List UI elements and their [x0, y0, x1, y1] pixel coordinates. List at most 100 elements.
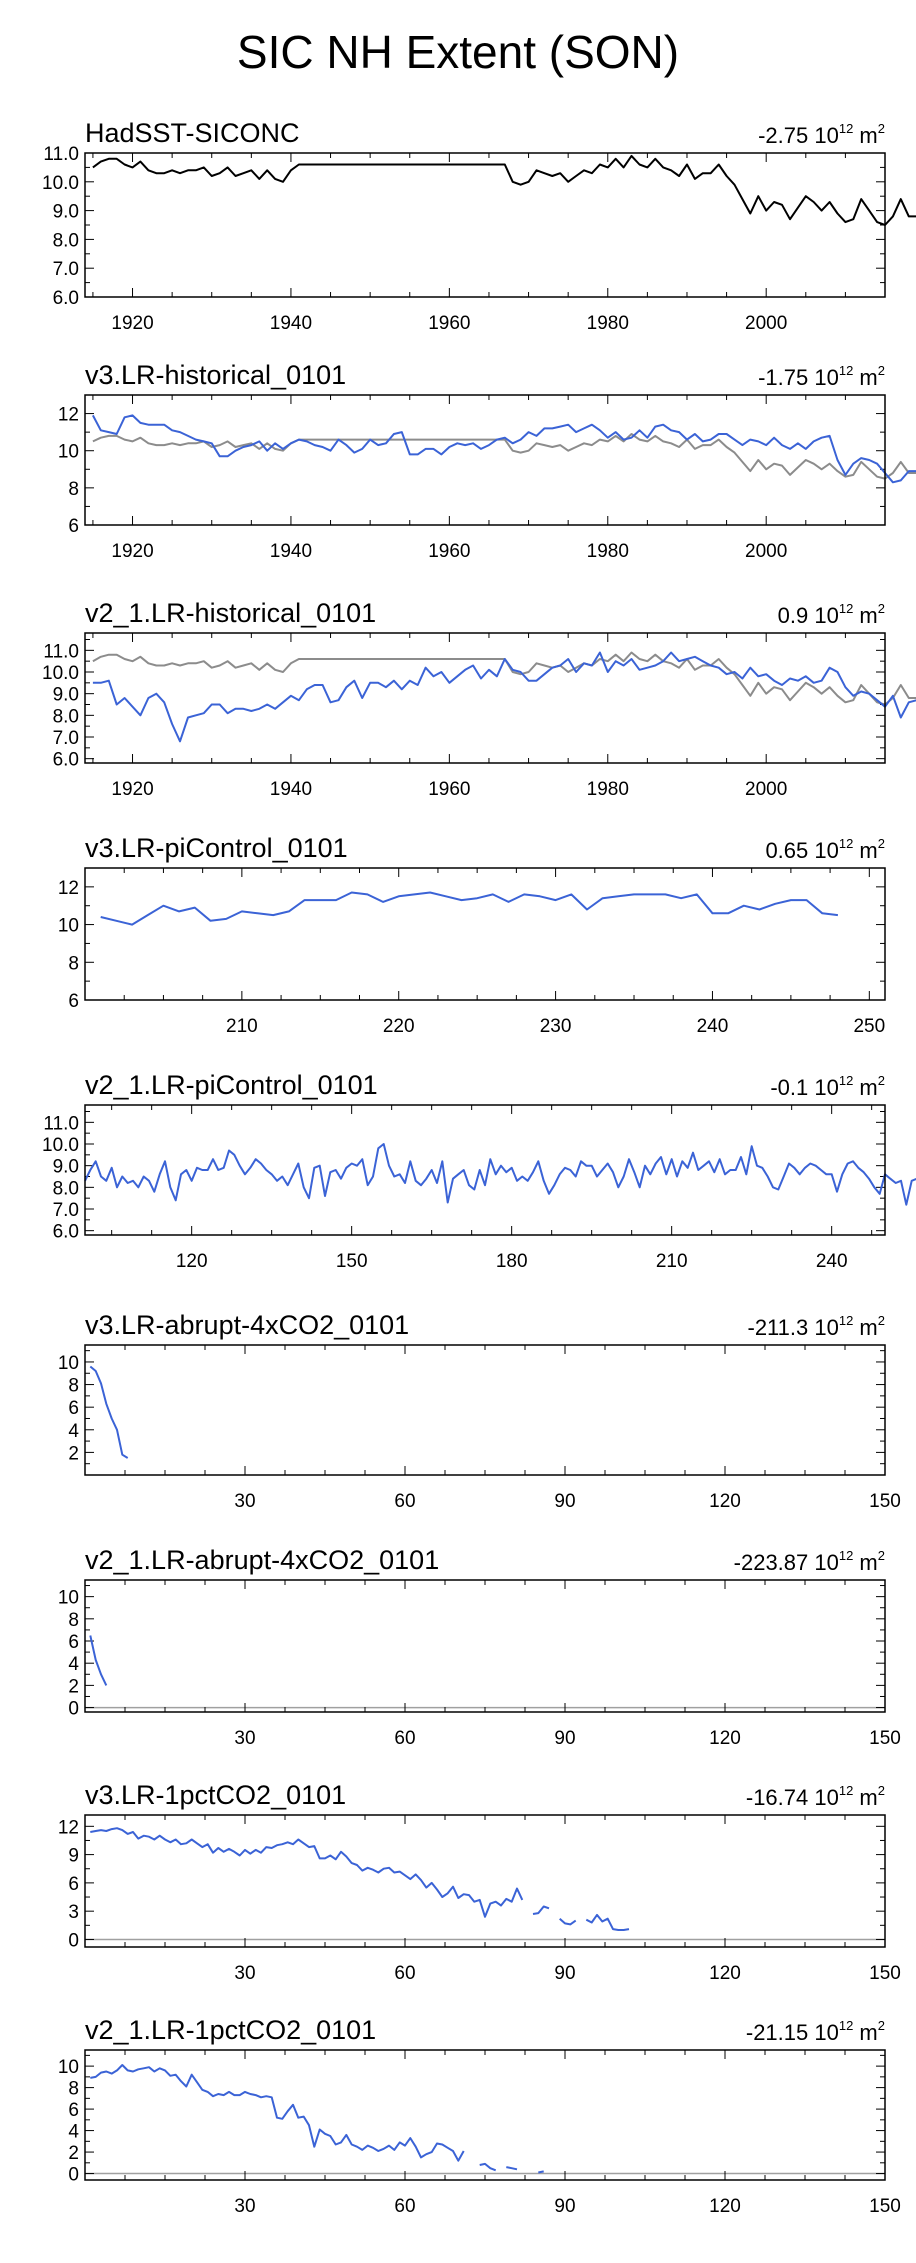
series-line-model	[92, 414, 916, 484]
y-tick-label: 6	[68, 991, 79, 1012]
x-tick-label: 120	[709, 1963, 741, 1984]
y-tick-label: 11.0	[43, 144, 79, 165]
x-tick-label: 2000	[745, 313, 787, 334]
x-tick-label: 220	[383, 1016, 415, 1037]
x-tick-label: 1920	[111, 779, 153, 800]
y-tick-label: 2	[68, 2143, 79, 2164]
y-tick-label: 4	[68, 1421, 79, 1442]
y-tick-label: 10	[58, 442, 79, 463]
x-tick-label: 1980	[587, 541, 629, 562]
x-tick-label: 2000	[745, 779, 787, 800]
panel-3: v2_1.LR-historical_0101 0.9 1012 m2 6.07.0…	[42, 598, 916, 800]
panel-title: v2_1.LR-1pctCO2_0101	[85, 2015, 376, 2045]
x-tick-label: 120	[176, 1251, 208, 1272]
panel-trend: -0.1 1012 m2	[770, 1073, 885, 1100]
y-tick-label: 7.0	[53, 1200, 79, 1221]
y-tick-label: 12	[58, 878, 79, 899]
x-tick-label: 60	[394, 2196, 415, 2217]
y-tick-label: 7.0	[53, 728, 79, 749]
y-tick-label: 8.0	[53, 706, 79, 727]
y-tick-label: 4	[68, 1654, 79, 1675]
series-line-model	[84, 1143, 916, 1206]
x-tick-label: 1940	[270, 313, 312, 334]
y-tick-label: 8.0	[53, 1178, 79, 1199]
y-tick-label: 2	[68, 1676, 79, 1697]
plot-frame	[84, 2049, 886, 2181]
x-tick-label: 60	[394, 1963, 415, 1984]
panel-title: v3.LR-1pctCO2_0101	[85, 1780, 346, 1810]
y-tick-label: 7.0	[53, 259, 79, 280]
x-tick-label: 1940	[270, 541, 312, 562]
y-tick-label: 6.0	[53, 750, 79, 771]
panel-title: v2_1.LR-abrupt-4xCO2_0101	[85, 1545, 439, 1575]
x-tick-label: 30	[234, 2196, 255, 2217]
x-tick-label: 180	[496, 1251, 528, 1272]
x-tick-label: 150	[869, 2196, 901, 2217]
x-tick-label: 150	[336, 1251, 368, 1272]
x-tick-label: 90	[554, 1491, 575, 1512]
plot-frame	[84, 1344, 886, 1476]
x-tick-label: 1960	[428, 779, 470, 800]
series-line-model	[89, 1365, 129, 1459]
y-tick-label: 6	[68, 1398, 79, 1419]
y-tick-label: 4	[68, 2122, 79, 2143]
panel-5: v2_1.LR-piControl_0101 -0.1 1012 m2 6.07.0…	[42, 1070, 916, 1272]
panel-title: v2_1.LR-piControl_0101	[85, 1070, 378, 1100]
plot-frame	[84, 1579, 886, 1713]
y-tick-label: 8	[68, 1376, 79, 1397]
y-tick-label: 6	[68, 1632, 79, 1653]
series-line-model	[89, 1635, 108, 1686]
y-tick-label: 8	[68, 953, 79, 974]
y-tick-label: 10	[58, 916, 79, 937]
y-tick-label: 12	[58, 405, 79, 426]
x-tick-label: 60	[394, 1728, 415, 1749]
y-tick-label: 9.0	[53, 685, 79, 706]
panel-4: v3.LR-piControl_0101 0.65 1012 m2 6 8 10 12 21…	[58, 833, 886, 1037]
y-tick-label: 8.0	[53, 230, 79, 251]
panel-trend: -223.87 1012 m2	[734, 1548, 885, 1575]
panel-title: v2_1.LR-historical_0101	[85, 598, 376, 628]
y-tick-label: 9	[68, 1846, 79, 1867]
panel-trend: -2.75 1012 m2	[758, 121, 885, 148]
x-tick-label: 30	[234, 1728, 255, 1749]
plot-frame	[84, 867, 886, 1001]
panel-6: v3.LR-abrupt-4xCO2_0101 -211.3 1012 m2246…	[58, 1310, 901, 1512]
panel-title: v3.LR-historical_0101	[85, 360, 346, 390]
panel-9: v2_1.LR-1pctCO2_0101 -21.15 1012 m2024681…	[58, 2015, 901, 2217]
y-tick-label: 11.0	[43, 1113, 79, 1134]
y-tick-label: 8	[68, 2079, 79, 2100]
y-tick-label: 8	[68, 479, 79, 500]
x-tick-label: 240	[697, 1016, 729, 1037]
series-line-observed	[92, 154, 916, 226]
x-tick-label: 150	[869, 1491, 901, 1512]
x-tick-label: 1940	[270, 779, 312, 800]
x-tick-label: 210	[656, 1251, 688, 1272]
x-tick-label: 230	[540, 1016, 572, 1037]
series-line-reference	[92, 651, 916, 706]
x-tick-label: 60	[394, 1491, 415, 1512]
x-tick-label: 150	[869, 1728, 901, 1749]
y-tick-label: 6.0	[53, 288, 79, 309]
panel-title: v3.LR-piControl_0101	[85, 833, 348, 863]
panel-trend: -211.3 1012 m2	[748, 1313, 886, 1340]
y-tick-label: 2	[68, 1443, 79, 1464]
y-tick-label: 6	[68, 2100, 79, 2121]
y-tick-label: 10	[58, 2057, 79, 2078]
figure-title: SIC NH Extent (SON)	[237, 26, 679, 78]
panel-title: v3.LR-abrupt-4xCO2_0101	[85, 1310, 409, 1340]
panel-1: HadSST-SICONC -2.75 1012 m2 6.0 7.0 8.0 9.0 10…	[42, 118, 916, 334]
series-line-model	[90, 2064, 544, 2174]
x-tick-label: 120	[709, 1728, 741, 1749]
y-tick-label: 10.0	[42, 173, 79, 194]
y-tick-label: 0	[68, 2165, 79, 2186]
x-tick-label: 240	[816, 1251, 848, 1272]
panel-trend: 0.9 1012 m2	[778, 601, 885, 628]
plot-frame	[84, 1814, 886, 1948]
plot-frame	[84, 152, 886, 298]
y-tick-label: 11.0	[43, 641, 79, 662]
y-tick-label: 10.0	[42, 1135, 79, 1156]
x-tick-label: 1920	[111, 313, 153, 334]
plot-frame	[84, 1104, 886, 1236]
x-tick-label: 2000	[745, 541, 787, 562]
